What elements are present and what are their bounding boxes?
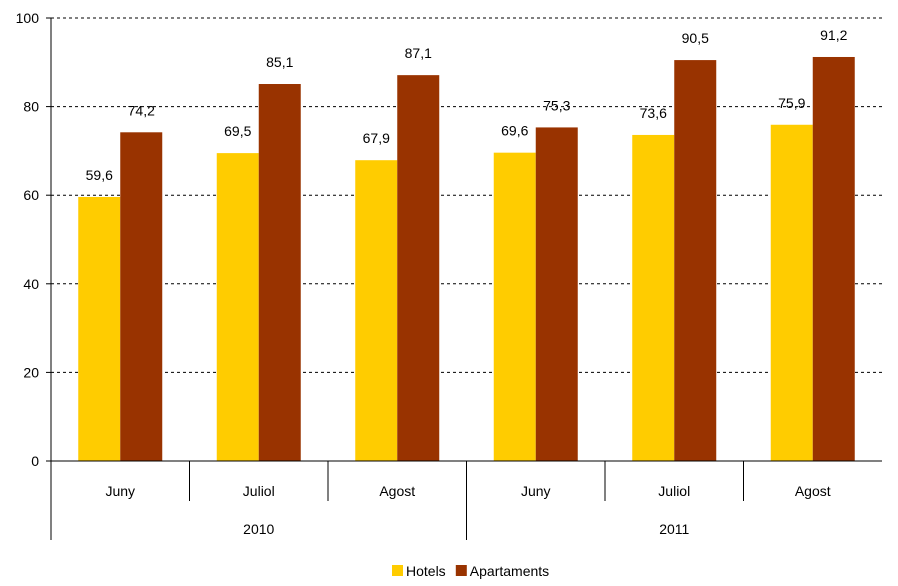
data-label: 85,1	[266, 54, 293, 70]
bar-hotels	[355, 160, 398, 461]
bar-apartaments	[258, 84, 301, 461]
bar-hotels	[493, 152, 536, 461]
bar-apartaments	[674, 60, 717, 462]
y-tick-label: 60	[23, 187, 39, 203]
bars	[78, 56, 855, 462]
data-label: 74,2	[128, 102, 155, 118]
category-label: Agost	[379, 483, 415, 499]
legend: Hotels Apartaments	[392, 563, 549, 579]
data-label: 87,1	[405, 45, 432, 61]
bar-apartaments	[397, 75, 440, 461]
data-label: 69,5	[224, 123, 251, 139]
data-label: 59,6	[86, 167, 113, 183]
category-label: Agost	[795, 483, 831, 499]
group-label: 2011	[659, 521, 689, 537]
bar-hotels	[632, 134, 675, 461]
y-tick-label: 40	[23, 276, 39, 292]
category-label: Juliol	[658, 483, 690, 499]
data-label: 91,2	[820, 27, 847, 43]
data-label: 69,6	[501, 123, 528, 139]
bar-hotels	[216, 153, 259, 462]
y-tick-label: 20	[23, 364, 39, 380]
bar-hotels	[78, 196, 121, 462]
data-label: 73,6	[640, 105, 667, 121]
y-tick-label: 100	[16, 10, 40, 26]
axes	[46, 17, 882, 540]
y-tick-label: 0	[31, 453, 39, 469]
data-label: 67,9	[363, 130, 390, 146]
data-label: 75,3	[543, 97, 570, 113]
bar-apartaments	[120, 132, 163, 461]
bar-apartaments	[812, 56, 855, 461]
labels: 0 20 40 60 80 100 59,6 74,2 Juny 69,5 85,1 Juliol 67…	[16, 10, 848, 537]
legend-swatch-apartaments	[455, 565, 467, 576]
legend-label: Hotels	[406, 563, 446, 579]
group-label: 2010	[243, 521, 274, 537]
y-tick-label: 80	[23, 99, 39, 115]
data-label: 75,9	[778, 95, 805, 111]
bar-apartaments	[535, 127, 578, 462]
gridlines	[51, 17, 882, 373]
bar-hotels	[770, 124, 813, 461]
legend-label: Apartaments	[470, 563, 549, 579]
category-label: Juliol	[243, 483, 275, 499]
legend-swatch-hotels	[392, 565, 403, 576]
category-label: Juny	[105, 483, 135, 499]
category-label: Juny	[521, 483, 551, 499]
data-label: 90,5	[682, 30, 709, 46]
